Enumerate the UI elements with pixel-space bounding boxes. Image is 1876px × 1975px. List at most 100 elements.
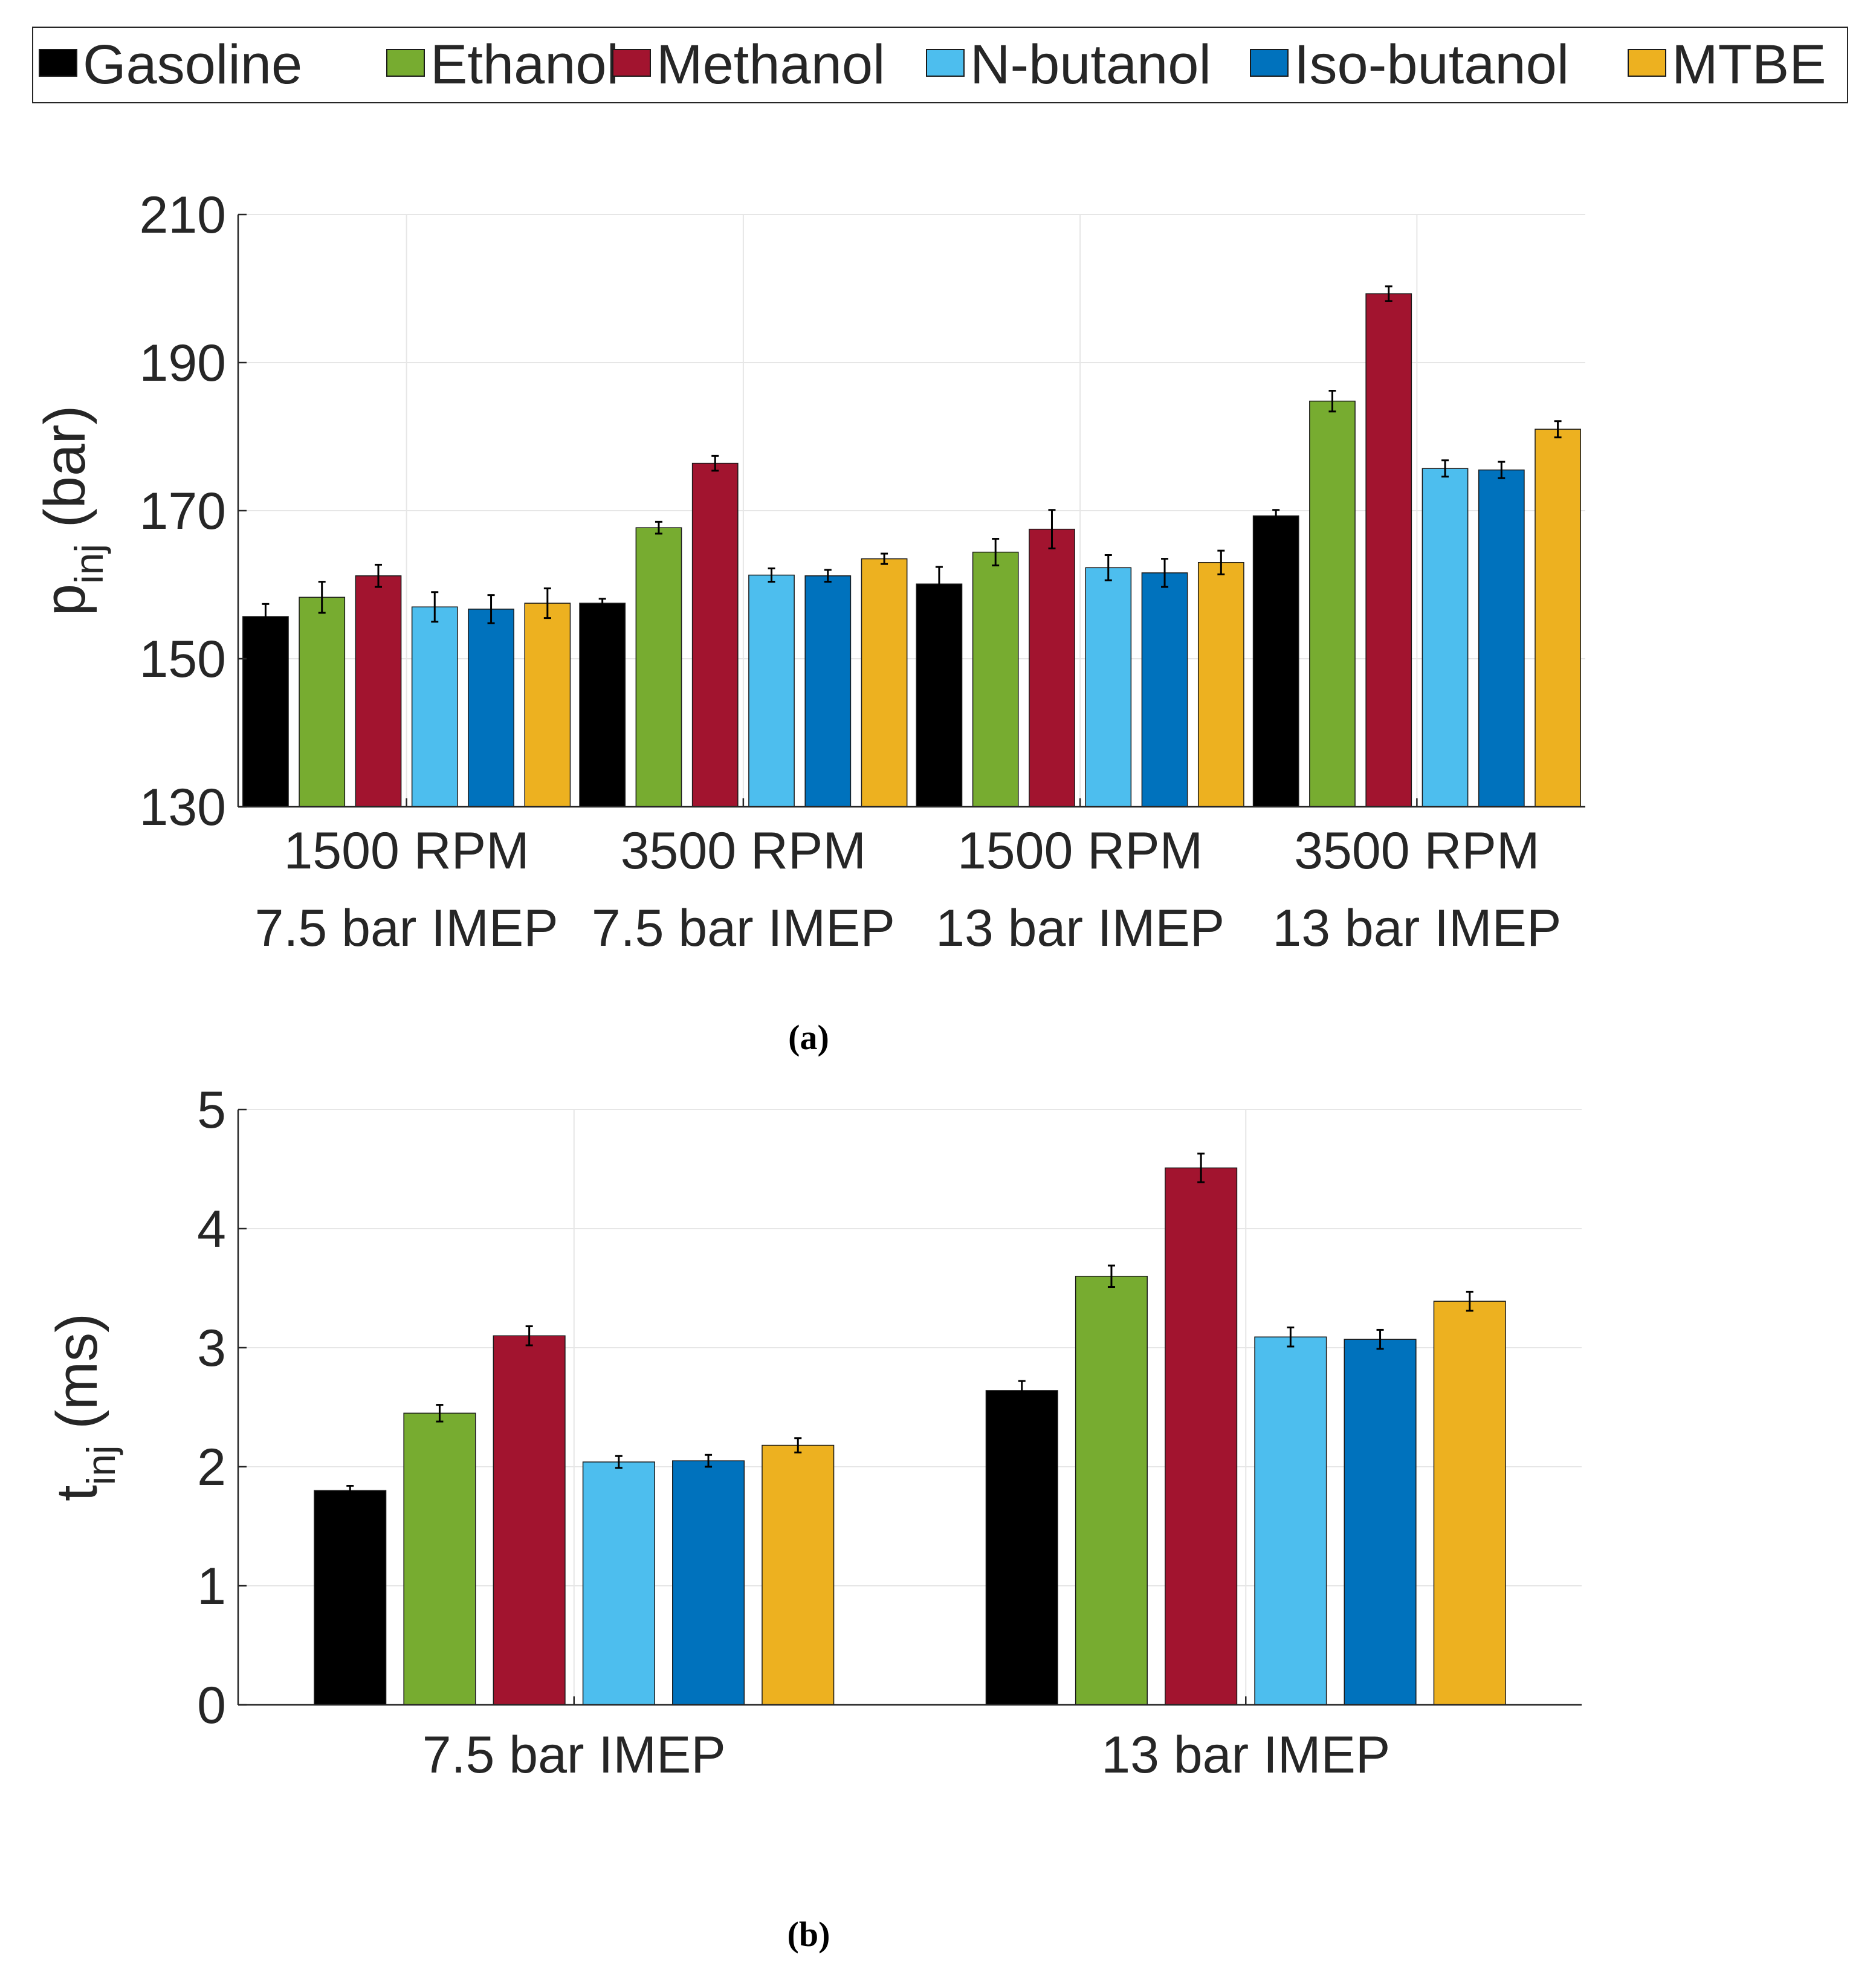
- errorbar-iso-butanol-0: [487, 594, 495, 624]
- bar-iso-butanol-0: [468, 609, 514, 807]
- xtick-label: 1500 RPM: [283, 822, 529, 880]
- bar-mtbe-2: [1197, 562, 1244, 807]
- bar-ethanol-0: [403, 1412, 476, 1705]
- bar-iso-butanol-1: [1344, 1339, 1417, 1705]
- bar-gasoline-1: [985, 1390, 1058, 1705]
- xtick-label: 3500 RPM: [621, 822, 866, 880]
- legend-swatch-mtbe: [1628, 49, 1666, 77]
- errorbar-ethanol-0: [318, 581, 326, 614]
- bar-mtbe-0: [524, 603, 571, 807]
- ytick-label: 0: [197, 1676, 226, 1734]
- ytick-label: 4: [197, 1200, 226, 1258]
- bar-n-butanol-1: [748, 574, 795, 807]
- errorbar-ethanol-1: [1107, 1264, 1115, 1288]
- legend-swatch-methanol: [612, 49, 651, 77]
- axes: [237, 1110, 1582, 1706]
- ytick-label: 2: [197, 1438, 226, 1496]
- errorbar-iso-butanol-1: [824, 569, 832, 583]
- legend-swatch-n-butanol: [926, 49, 965, 77]
- errorbar-mtbe-2: [1217, 549, 1225, 575]
- errorbar-methanol-0: [525, 1325, 533, 1346]
- legend-label-iso-butanol: Iso-butanol: [1294, 34, 1569, 95]
- chart-a: 130 150 170 190 210 1500 RPM 7.5 bar IMEP 3500 …: [33, 186, 1585, 957]
- errorbar-gasoline-2: [935, 566, 943, 602]
- legend-swatch-iso-butanol: [1250, 49, 1289, 77]
- errorbar-n-butanol-0: [615, 1455, 623, 1469]
- bar-ethanol-1: [635, 527, 682, 807]
- legend-label-mtbe: MTBE: [1672, 34, 1826, 95]
- errorbar-ethanol-3: [1328, 390, 1336, 413]
- errorbar-n-butanol-1: [1287, 1327, 1295, 1348]
- ytick-label: 130: [140, 778, 227, 836]
- errorbar-methanol-1: [711, 454, 719, 472]
- bar-ethanol-3: [1309, 400, 1356, 807]
- legend-label-ethanol: Ethanol: [430, 34, 619, 95]
- bar-gasoline-3: [1252, 515, 1299, 807]
- bar-methanol-0: [493, 1335, 566, 1705]
- errorbar-iso-butanol-1: [1376, 1328, 1384, 1350]
- ytick-label: 170: [140, 482, 227, 540]
- bar-mtbe-0: [762, 1444, 835, 1705]
- ytick-label: 150: [140, 630, 227, 688]
- xtick-label: 13 bar IMEP: [936, 899, 1224, 957]
- bar-gasoline-2: [916, 583, 963, 807]
- xtick-label: 3500 RPM: [1294, 822, 1539, 880]
- errorbar-iso-butanol-2: [1161, 558, 1169, 588]
- ytick-label: 5: [197, 1081, 226, 1139]
- bar-ethanol-2: [972, 551, 1019, 807]
- xtick-label: 7.5 bar IMEP: [255, 899, 558, 957]
- errorbar-mtbe-0: [543, 587, 551, 619]
- errorbar-n-butanol-1: [768, 567, 775, 583]
- bar-n-butanol-0: [411, 606, 458, 807]
- errorbar-mtbe-0: [794, 1437, 802, 1453]
- bar-methanol-3: [1365, 293, 1412, 807]
- legend-swatch-ethanol: [386, 49, 425, 77]
- bar-iso-butanol-0: [672, 1460, 745, 1705]
- bar-iso-butanol-3: [1478, 469, 1525, 807]
- errorbar-ethanol-2: [992, 538, 1000, 567]
- errorbar-ethanol-1: [655, 520, 662, 535]
- legend-swatch-gasoline: [39, 49, 77, 77]
- bar-n-butanol-1: [1254, 1336, 1327, 1705]
- bar-gasoline-0: [314, 1490, 387, 1705]
- bar-ethanol-0: [299, 596, 346, 807]
- xtick-label: 13 bar IMEP: [1101, 1726, 1390, 1784]
- errorbar-gasoline-3: [1272, 509, 1280, 523]
- errorbar-n-butanol-3: [1441, 459, 1449, 478]
- bar-methanol-2: [1029, 528, 1075, 807]
- errorbar-mtbe-1: [1466, 1290, 1473, 1312]
- errorbar-mtbe-3: [1554, 420, 1562, 439]
- errorbar-mtbe-1: [881, 552, 888, 565]
- legend-label-gasoline: Gasoline: [83, 34, 302, 95]
- xtick-label: 1500 RPM: [957, 822, 1203, 880]
- caption-a: (a): [788, 1018, 829, 1057]
- errorbar-methanol-1: [1197, 1152, 1205, 1183]
- bar-gasoline-0: [242, 616, 289, 807]
- errorbar-gasoline-0: [262, 603, 270, 630]
- ytick-label: 190: [140, 334, 227, 392]
- bar-ethanol-1: [1075, 1276, 1148, 1705]
- xtick-label: 7.5 bar IMEP: [422, 1726, 726, 1784]
- bar-mtbe-1: [861, 558, 908, 807]
- y-axis-label: pinj (bar): [33, 406, 111, 616]
- bar-mtbe-3: [1535, 428, 1581, 807]
- errorbar-iso-butanol-0: [705, 1453, 713, 1468]
- bar-methanol-0: [355, 575, 402, 807]
- errorbar-ethanol-0: [436, 1404, 444, 1423]
- bar-n-butanol-2: [1085, 567, 1132, 807]
- ytick-label: 3: [197, 1319, 226, 1377]
- legend: Gasoline Ethanol Methanol N-butanol Iso-buta…: [32, 27, 1848, 103]
- bar-mtbe-1: [1433, 1301, 1506, 1705]
- bar-iso-butanol-1: [804, 575, 852, 807]
- bar-gasoline-1: [579, 603, 626, 807]
- xtick-label: 7.5 bar IMEP: [592, 899, 895, 957]
- errorbar-iso-butanol-3: [1498, 461, 1506, 479]
- errorbar-methanol-2: [1048, 509, 1056, 549]
- errorbar-methanol-3: [1385, 285, 1392, 302]
- y-axis-label: tinj (ms): [45, 1313, 123, 1501]
- caption-b: (b): [788, 1915, 830, 1954]
- errorbar-methanol-0: [374, 563, 382, 588]
- bar-methanol-1: [691, 462, 739, 807]
- ytick-label: 1: [197, 1557, 226, 1615]
